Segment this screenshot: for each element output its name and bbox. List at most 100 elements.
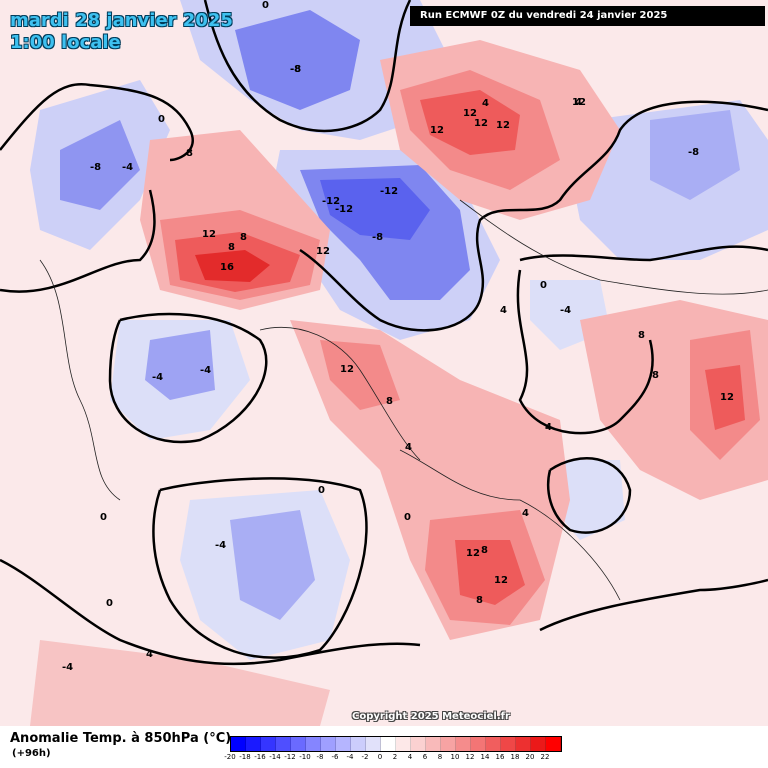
contour-value-label: -8 (90, 162, 101, 173)
contour-value-label: -4 (200, 365, 211, 376)
lead-time: (+96h) (12, 748, 51, 759)
legend-swatch (306, 737, 321, 751)
contour-line (516, 269, 654, 435)
contour-line (0, 558, 421, 666)
legend-tick-label: 6 (422, 753, 428, 761)
legend-tick-label: -8 (316, 753, 324, 761)
coastline (259, 327, 421, 461)
cold-core (145, 330, 215, 400)
legend-tick-label: 0 (377, 753, 383, 761)
contour-line (546, 457, 632, 534)
legend-swatch (486, 737, 501, 751)
legend-swatch (531, 737, 546, 751)
contour-value-label: 12 (496, 120, 510, 131)
contour-value-label: -12 (380, 186, 398, 197)
forecast-time: 1:00 locale (10, 32, 121, 53)
legend-swatch (501, 737, 516, 751)
contour-value-label: -4 (560, 305, 571, 316)
contour-value-label: 12 (463, 108, 477, 119)
contour-value-label: -12 (322, 196, 340, 207)
legend-tick-label: -2 (361, 753, 369, 761)
contour-value-label: 0 (540, 280, 547, 291)
contour-value-label: -4 (215, 540, 226, 551)
warm-zone (705, 365, 745, 430)
copyright-notice: Copyright 2025 Meteociel.fr (352, 711, 510, 722)
legend-swatch (411, 737, 426, 751)
contour-value-label: 8 (476, 595, 483, 606)
contour-value-label: 16 (220, 262, 234, 273)
legend-tick-label: 18 (510, 753, 520, 761)
contour-value-label: 8 (386, 396, 393, 407)
cold-core (235, 10, 360, 110)
contour-line (152, 477, 368, 659)
contour-line (299, 100, 768, 332)
contour-value-label: -12 (335, 204, 353, 215)
legend-tick-label: -20 (224, 753, 236, 761)
legend-swatch (456, 737, 471, 751)
legend-swatch (291, 737, 306, 751)
legend-swatch (546, 737, 561, 751)
legend-swatch (321, 737, 336, 751)
cold-core (60, 120, 140, 210)
warm-zone (30, 640, 330, 726)
cold-core (650, 110, 740, 200)
legend-tick-label: 20 (525, 753, 535, 761)
contour-value-label: -8 (688, 147, 699, 158)
contour-line (0, 83, 194, 162)
legend-swatch (471, 737, 486, 751)
contour-value-label: 12 (466, 548, 480, 559)
contour-value-label: 0 (404, 512, 411, 523)
legend-swatch (246, 737, 261, 751)
legend-swatch (366, 737, 381, 751)
legend-swatch (426, 737, 441, 751)
legend-tick-label: 10 (450, 753, 460, 761)
legend-tick-label: -4 (346, 753, 354, 761)
warm-zone (420, 90, 520, 155)
coastline (39, 259, 121, 501)
legend-swatch (351, 737, 366, 751)
legend-tick-label: -18 (239, 753, 251, 761)
variable-title: Anomalie Temp. à 850hPa (°C) (10, 731, 232, 746)
contour-value-label: 0 (262, 0, 269, 11)
legend-tick-label: 22 (540, 753, 550, 761)
warm-zone (455, 540, 525, 605)
contour-value-label: -8 (290, 64, 301, 75)
contour-value-label: -4 (152, 372, 163, 383)
warm-zone (320, 340, 400, 410)
contour-value-label: 8 (240, 232, 247, 243)
contour-line (0, 189, 156, 293)
cold-zone-light (555, 460, 625, 540)
contour-value-label: 4 (545, 422, 552, 433)
contour-value-label: 12 (316, 246, 330, 257)
legend-swatch (261, 737, 276, 751)
run-info-banner: Run ECMWF 0Z du vendredi 24 janvier 2025 (410, 6, 765, 26)
contour-value-label: 12 (572, 97, 586, 108)
legend-tick-label: -6 (331, 753, 339, 761)
legend-swatch (381, 737, 396, 751)
contour-value-label: 8 (638, 330, 645, 341)
legend-swatch (516, 737, 531, 751)
legend-tick-label: 14 (480, 753, 490, 761)
contour-value-label: 12 (202, 229, 216, 240)
contour-line (203, 0, 412, 133)
contour-value-label: 12 (494, 575, 508, 586)
zero-isotherm-contours (0, 0, 768, 666)
cold-core (230, 510, 315, 620)
map-footer: Anomalie Temp. à 850hPa (°C) (+96h) -20-… (0, 726, 768, 768)
coastlines (39, 199, 768, 601)
contour-line (108, 312, 268, 444)
legend-tick-label: 2 (392, 753, 398, 761)
contour-value-label: 4 (405, 442, 412, 453)
contour-value-label: 4 (482, 98, 489, 109)
contour-value-label: 8 (481, 545, 488, 556)
color-legend (230, 736, 562, 752)
legend-tick-label: -12 (284, 753, 296, 761)
contour-line (539, 578, 768, 632)
coastline (459, 199, 768, 295)
legend-swatch (396, 737, 411, 751)
legend-swatch (276, 737, 291, 751)
contour-value-label: 4 (575, 97, 582, 108)
coastline (399, 449, 621, 601)
contour-value-label: 8 (228, 242, 235, 253)
